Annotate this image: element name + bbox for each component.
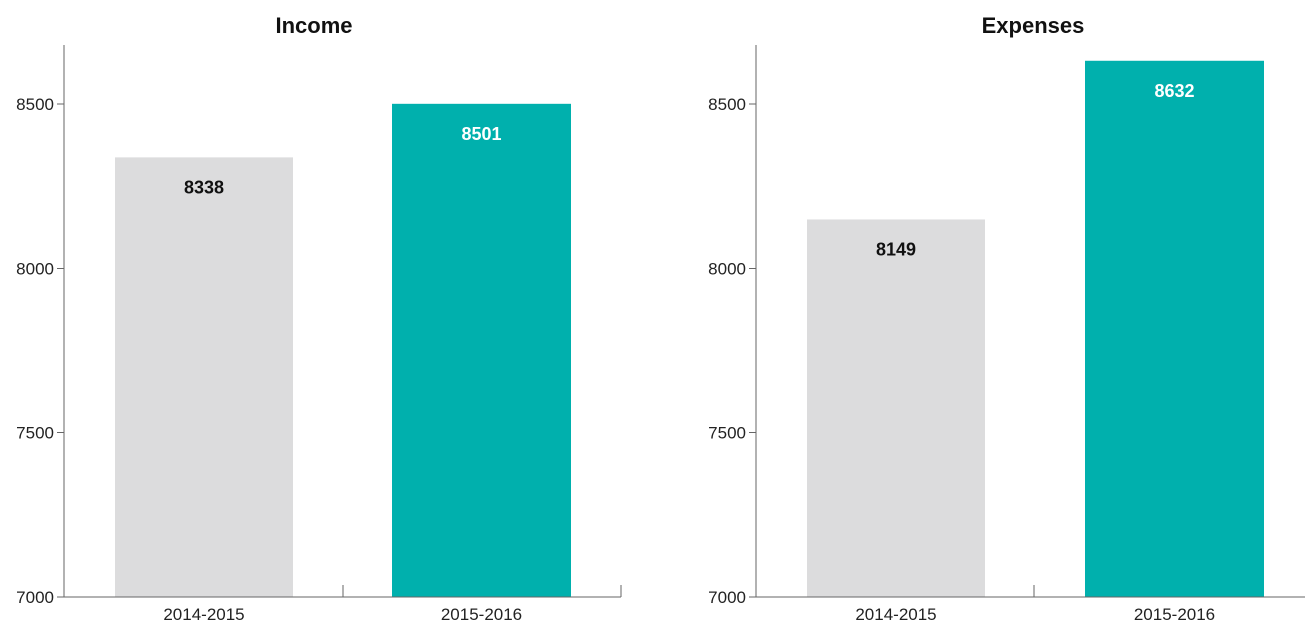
expenses-bar-2014-2015 xyxy=(807,219,985,597)
income-bar-2014-2015 xyxy=(115,157,293,597)
expenses-data-label-2014-2015: 8149 xyxy=(876,239,916,259)
income-y-tick-label-8000: 8000 xyxy=(16,259,54,278)
expenses-y-tick-label-7000: 7000 xyxy=(708,588,746,607)
income-data-label-2014-2015: 8338 xyxy=(184,177,224,197)
expenses-chart-title: Expenses xyxy=(982,13,1085,38)
expenses-x-tick-label-2015-2016: 2015-2016 xyxy=(1134,605,1215,624)
expenses-data-label-2015-2016: 8632 xyxy=(1154,81,1194,101)
income-chart-title: Income xyxy=(275,13,352,38)
income-x-tick-label-2014-2015: 2014-2015 xyxy=(163,605,244,624)
income-x-tick-label-2015-2016: 2015-2016 xyxy=(441,605,522,624)
expenses-y-tick-label-8500: 8500 xyxy=(708,95,746,114)
expenses-y-tick-label-8000: 8000 xyxy=(708,259,746,278)
expenses-y-tick-label-7500: 7500 xyxy=(708,424,746,443)
income-y-tick-label-8500: 8500 xyxy=(16,95,54,114)
income-chart: Income 8338 8501 7000 7500 8000 8500 2014-2015… xyxy=(16,13,622,624)
income-data-label-2015-2016: 8501 xyxy=(461,124,501,144)
expenses-bar-2015-2016 xyxy=(1085,60,1264,598)
income-y-tick-label-7500: 7500 xyxy=(16,424,54,443)
income-y-tick-label-7000: 7000 xyxy=(16,588,54,607)
income-bar-2015-2016 xyxy=(392,103,571,598)
expenses-chart: Expenses 8149 8632 7000 7500 8000 8500 2014-20… xyxy=(708,13,1305,624)
expenses-x-tick-label-2014-2015: 2014-2015 xyxy=(855,605,936,624)
